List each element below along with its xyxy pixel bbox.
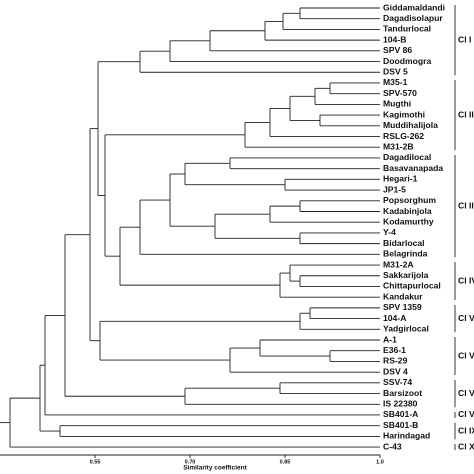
- leaf-label: Harindagad: [383, 431, 430, 441]
- leaf-label: M31-2B: [383, 141, 414, 151]
- leaf-label: SB401-A: [383, 409, 418, 419]
- leaf-label: Kadabinjola: [383, 206, 432, 216]
- leaf-label: JP1-5: [383, 184, 406, 194]
- leaf-label: IS 22380: [383, 399, 418, 409]
- leaf-label: 104-B: [383, 34, 406, 44]
- leaf-label: Hegari-1: [383, 174, 418, 184]
- tick-label: 1.0: [376, 459, 384, 465]
- cluster-label: Cl V: [458, 313, 474, 323]
- leaf-label: Chittapurlocal: [383, 281, 441, 291]
- leaf-label: DSV 4: [383, 366, 408, 376]
- cluster-label: Cl II: [458, 109, 474, 119]
- leaf-label: Y-4: [383, 227, 396, 237]
- leaf-label: RSLG-262: [383, 131, 424, 141]
- cluster-label: Cl VII: [458, 388, 474, 398]
- leaf-label: Mugthi: [383, 99, 411, 109]
- tick-label: 0.70: [185, 459, 196, 465]
- cluster-label: Cl I: [458, 34, 471, 44]
- leaf-label: Sakkarijola: [383, 270, 429, 280]
- leaf-label: Dagadilocal: [383, 152, 431, 162]
- leaf-label: Basavanapada: [383, 163, 443, 173]
- leaf-label: Barsizoot: [383, 388, 422, 398]
- leaf-label: SPV-570: [383, 88, 417, 98]
- leaf-label: Bidarlocal: [383, 238, 425, 248]
- leaf-label: Popsorghum: [383, 195, 436, 205]
- cluster-label: Cl VI: [458, 350, 474, 360]
- leaf-label: Belagrinda: [383, 249, 428, 259]
- leaf-label: Giddamaldandi: [383, 2, 445, 12]
- cluster-label: Cl X: [458, 441, 474, 451]
- axis-title: Similarity coefficient: [183, 465, 247, 472]
- tick-label: 0.55: [90, 459, 101, 465]
- cluster-label: Cl IX: [458, 425, 474, 435]
- leaf-label: 104-A: [383, 313, 406, 323]
- leaf-label: SB401-B: [383, 420, 418, 430]
- leaf-label: Kagimothi: [383, 109, 425, 119]
- leaf-label: Tandurlocal: [383, 24, 431, 34]
- leaf-label: SSV-74: [383, 377, 412, 387]
- leaf-label: A-1: [383, 334, 397, 344]
- leaf-label: DSV 5: [383, 67, 408, 77]
- cluster-label: Cl VIII: [458, 409, 474, 419]
- leaf-label: Kodamurthy: [383, 216, 434, 226]
- leaf-label: Dagadisolapur: [383, 13, 443, 23]
- leaf-label: Yadgirlocal: [383, 324, 429, 334]
- leaf-label: M35-1: [383, 77, 408, 87]
- leaf-label: Doodmogra: [383, 56, 431, 66]
- tick-label: 0.85: [280, 459, 291, 465]
- leaf-label: C-43: [383, 441, 402, 451]
- cluster-label: Cl III: [458, 200, 474, 210]
- leaf-label: E36-1: [383, 345, 406, 355]
- leaf-label: SPV 1359: [383, 302, 422, 312]
- leaf-label: Kandakur: [383, 291, 423, 301]
- leaf-label: SPV 86: [383, 45, 412, 55]
- leaf-label: M31-2A: [383, 259, 414, 269]
- leaf-label: RS-29: [383, 356, 408, 366]
- leaf-label: Muddihalijola: [383, 120, 438, 130]
- cluster-label: Cl IV: [458, 275, 474, 285]
